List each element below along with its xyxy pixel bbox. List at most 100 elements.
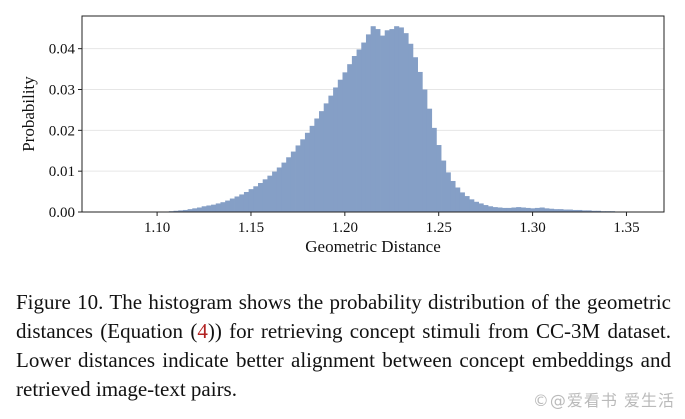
histogram-bar (502, 207, 508, 212)
x-tick-label: 1.35 (613, 220, 639, 236)
histogram-bar (445, 172, 451, 212)
histogram-bar (229, 198, 235, 212)
histogram-bar (441, 160, 447, 212)
histogram-bar (563, 209, 569, 212)
y-tick-label: 0.04 (49, 42, 76, 58)
histogram-bar (398, 27, 404, 213)
histogram-bar (539, 207, 545, 212)
histogram-bar (304, 132, 311, 212)
histogram-bar (314, 118, 320, 212)
histogram-bar (426, 108, 433, 212)
histogram-bar (328, 95, 334, 213)
histogram-bar (196, 207, 203, 212)
histogram-bar (436, 145, 442, 212)
histogram-bar (220, 202, 226, 212)
histogram-bar (450, 180, 456, 212)
y-axis-ticks: 0.00 0.01 0.02 0.03 0.04 (49, 42, 82, 221)
histogram-bar (422, 89, 428, 212)
histogram-bar (520, 207, 526, 212)
histogram-bar (487, 206, 494, 212)
histogram-bar (234, 196, 240, 212)
histogram-bar (351, 56, 357, 212)
histogram-bar (295, 145, 301, 212)
histogram-bar (365, 34, 372, 212)
figure-caption: Figure 10. The histogram shows the proba… (16, 288, 671, 404)
histogram-bar (319, 111, 325, 212)
y-tick-label: 0.00 (49, 205, 75, 221)
histogram-bar (248, 189, 254, 212)
histogram-bar (225, 200, 231, 212)
histogram-bar (281, 162, 287, 212)
histogram-bar (553, 209, 559, 212)
histogram-bar (253, 186, 259, 212)
histogram-bar (497, 207, 503, 212)
histogram-bar (459, 192, 465, 212)
histogram-bar (300, 139, 306, 212)
histogram-bar (394, 26, 400, 213)
histogram-bar (384, 30, 390, 212)
histogram-bar (361, 42, 367, 212)
histogram-bar (534, 207, 541, 212)
x-tick-label: 1.10 (144, 220, 170, 236)
y-tick-label: 0.03 (49, 83, 75, 99)
histogram-bar (262, 179, 268, 212)
histogram-bar (455, 187, 461, 212)
histogram-bar (572, 209, 578, 212)
histogram-bar (370, 26, 376, 213)
histogram-bar (342, 72, 348, 212)
histogram-bar (239, 194, 245, 212)
histogram-bar (215, 203, 221, 212)
histogram-bar (347, 64, 353, 213)
x-tick-label: 1.15 (238, 220, 264, 236)
histogram-bar (511, 207, 517, 212)
histogram-bar (211, 204, 217, 212)
caption-text-part1: Figure 10. The histogram shows the proba… (16, 290, 671, 343)
histogram-bar (408, 43, 414, 212)
histogram-bar (530, 208, 536, 212)
histogram-bar (243, 191, 250, 212)
histogram-bar (380, 35, 386, 212)
histogram-bar (178, 210, 184, 212)
histogram-bars (154, 26, 630, 213)
x-axis-label: Geometric Distance (305, 237, 440, 256)
histogram-bar (333, 87, 339, 212)
x-tick-label: 1.20 (332, 220, 358, 236)
histogram-bar (586, 210, 592, 212)
histogram-bar (473, 201, 479, 212)
histogram-bar (483, 205, 489, 212)
y-tick-label: 0.01 (49, 164, 75, 180)
histogram-bar (577, 209, 583, 212)
caption-text-part2: )) for retrieving concept stimuli from C… (16, 319, 671, 401)
histogram-bar (173, 210, 179, 212)
histogram-bar (276, 167, 282, 212)
histogram-bar (182, 209, 188, 212)
equation-reference-link[interactable]: 4 (197, 319, 208, 343)
histogram-bar (595, 210, 602, 212)
histogram-bar (464, 196, 470, 212)
histogram-figure: 1.10 1.15 1.20 1.25 1.30 1.35 0.000.010.020.0… (19, 15, 665, 256)
histogram-bar (581, 210, 587, 212)
watermark-text: ©@爱看书 爱生活 (532, 391, 675, 410)
histogram-bar (567, 209, 573, 212)
histogram-bar (506, 207, 512, 212)
histogram-bar (431, 127, 437, 212)
histogram-bar (290, 151, 296, 212)
y-axis-label: Probability (19, 76, 38, 152)
histogram-bar (403, 33, 409, 213)
histogram-bar (337, 79, 343, 212)
histogram-bar (478, 203, 484, 212)
histogram-bar (206, 205, 212, 212)
histogram-bar (525, 207, 531, 212)
histogram-bar (558, 209, 564, 212)
histogram-bar (267, 175, 273, 212)
histogram-bar (417, 71, 423, 212)
plot-frame (81, 15, 665, 213)
histogram-bar (192, 208, 198, 212)
histogram-bar (469, 199, 475, 212)
histogram-bar (544, 208, 550, 212)
x-axis-ticks: 1.10 1.15 1.20 1.25 1.30 1.35 (144, 212, 640, 236)
histogram-bar (412, 57, 418, 212)
histogram-bar (272, 171, 278, 212)
histogram-bar (323, 103, 329, 212)
y-tick-label: 0.02 (49, 123, 75, 139)
